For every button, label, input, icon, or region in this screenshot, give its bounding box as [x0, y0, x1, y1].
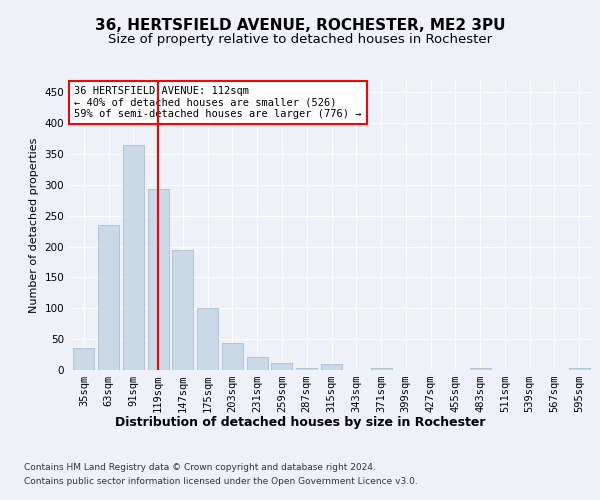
Bar [73, 348, 94, 370]
Text: Contains public sector information licensed under the Open Government Licence v3: Contains public sector information licen… [24, 478, 418, 486]
Bar [321, 364, 342, 370]
Bar [569, 368, 590, 370]
Text: Distribution of detached houses by size in Rochester: Distribution of detached houses by size … [115, 416, 485, 429]
Bar [123, 145, 144, 370]
Bar [222, 344, 243, 370]
Y-axis label: Number of detached properties: Number of detached properties [29, 138, 39, 312]
Bar [197, 308, 218, 370]
Text: Size of property relative to detached houses in Rochester: Size of property relative to detached ho… [108, 32, 492, 46]
Text: 36 HERTSFIELD AVENUE: 112sqm
← 40% of detached houses are smaller (526)
59% of s: 36 HERTSFIELD AVENUE: 112sqm ← 40% of de… [74, 86, 362, 119]
Bar [470, 368, 491, 370]
Text: Contains HM Land Registry data © Crown copyright and database right 2024.: Contains HM Land Registry data © Crown c… [24, 462, 376, 471]
Bar [247, 357, 268, 370]
Text: 36, HERTSFIELD AVENUE, ROCHESTER, ME2 3PU: 36, HERTSFIELD AVENUE, ROCHESTER, ME2 3P… [95, 18, 505, 32]
Bar [296, 368, 317, 370]
Bar [148, 189, 169, 370]
Bar [172, 250, 193, 370]
Bar [371, 368, 392, 370]
Bar [98, 225, 119, 370]
Bar [271, 363, 292, 370]
